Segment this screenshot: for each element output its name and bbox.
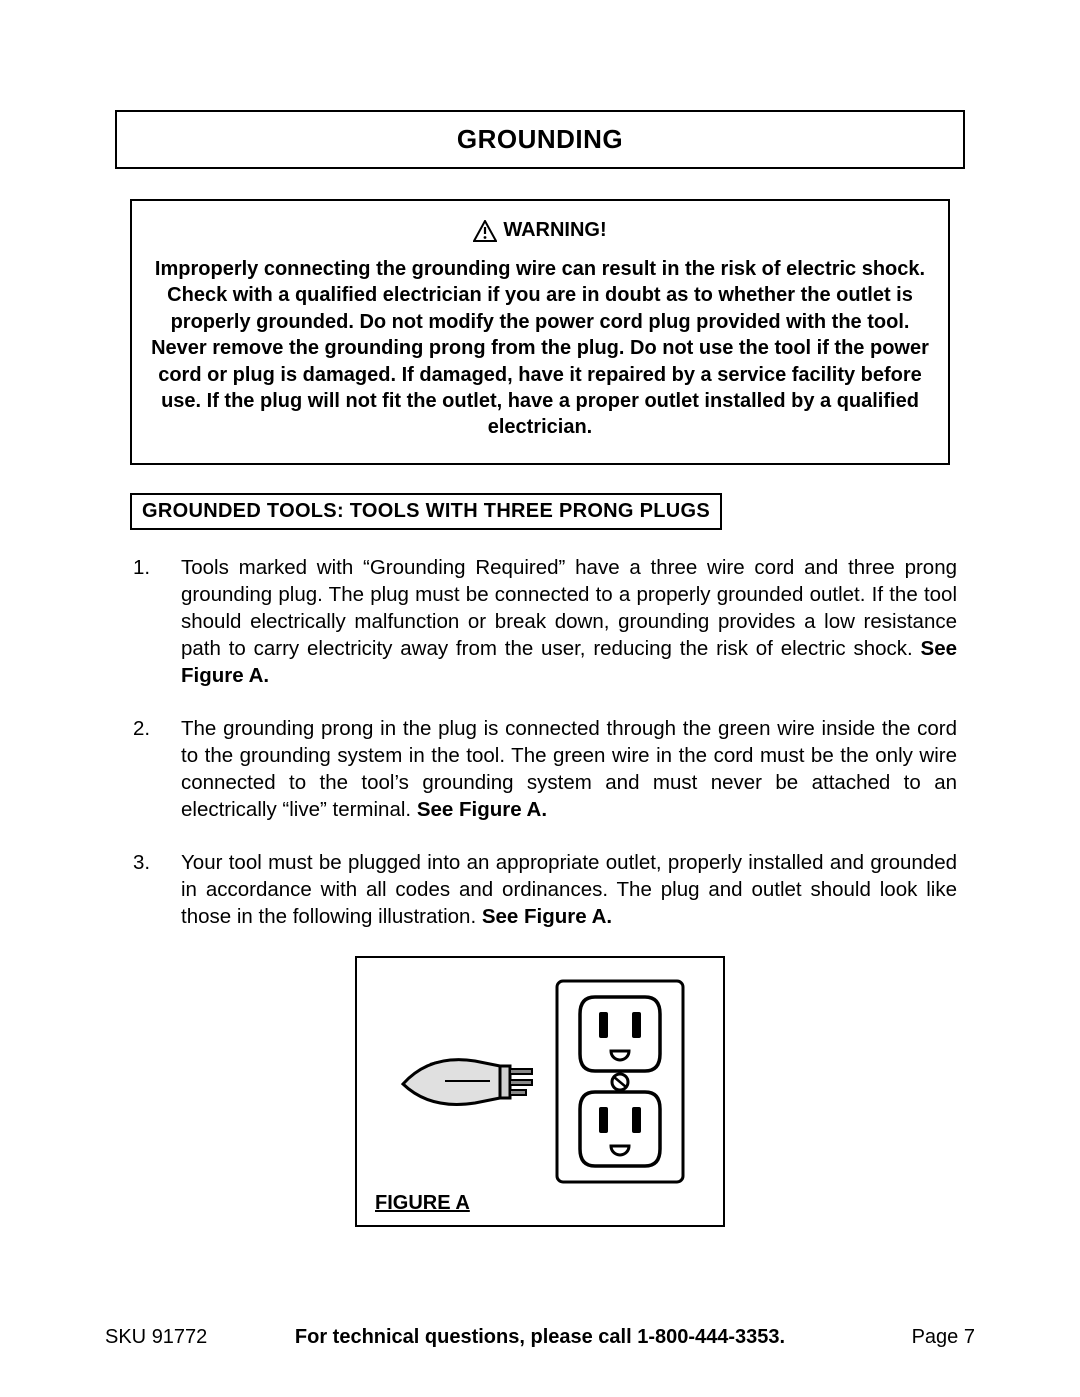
subheader-wrap: GROUNDED TOOLS: TOOLS WITH THREE PRONG P… (105, 493, 975, 554)
page-footer: SKU 91772 For technical questions, pleas… (105, 1326, 975, 1349)
list-item: 2. The grounding prong in the plug is co… (133, 715, 957, 823)
list-text: Tools marked with “Grounding Required” h… (181, 556, 957, 660)
sku-value: 91772 (152, 1326, 208, 1348)
plug-icon (395, 1036, 545, 1126)
footer-phone: For technical questions, please call 1-8… (295, 1326, 785, 1349)
figure-label: FIGURE A (375, 1192, 705, 1215)
list-number: 3. (133, 849, 181, 930)
list-number: 2. (133, 715, 181, 823)
warning-icon (473, 220, 497, 242)
figure-ref: See Figure A. (482, 905, 612, 928)
manual-page: GROUNDING WARNING! Improperly connecting… (0, 0, 1080, 1397)
footer-sku: SKU 91772 (105, 1326, 207, 1349)
warning-header: WARNING! (473, 219, 606, 242)
section-title-box: GROUNDING (115, 110, 965, 169)
subheader-text: GROUNDED TOOLS: TOOLS WITH THREE PRONG P… (142, 500, 710, 522)
warning-text: Improperly connecting the grounding wire… (148, 256, 932, 441)
figure-content (375, 976, 705, 1186)
footer-page: Page 7 (912, 1326, 975, 1349)
sku-label: SKU (105, 1326, 146, 1348)
page-label: Page (912, 1326, 959, 1348)
instruction-list: 1. Tools marked with “Grounding Required… (133, 554, 957, 931)
figure-ref: See Figure A. (417, 798, 547, 821)
section-title: GROUNDING (457, 124, 623, 154)
list-item: 3. Your tool must be plugged into an app… (133, 849, 957, 930)
list-item: 1. Tools marked with “Grounding Required… (133, 554, 957, 689)
warning-label: WARNING! (503, 219, 606, 242)
subheader-box: GROUNDED TOOLS: TOOLS WITH THREE PRONG P… (130, 493, 722, 530)
outlet-icon (555, 979, 685, 1184)
list-number: 1. (133, 554, 181, 689)
list-body: Your tool must be plugged into an approp… (181, 849, 957, 930)
list-text: The grounding prong in the plug is conne… (181, 717, 957, 821)
warning-box: WARNING! Improperly connecting the groun… (130, 199, 950, 465)
page-number: 7 (964, 1326, 975, 1348)
list-body: Tools marked with “Grounding Required” h… (181, 554, 957, 689)
list-body: The grounding prong in the plug is conne… (181, 715, 957, 823)
figure-box: FIGURE A (355, 956, 725, 1227)
